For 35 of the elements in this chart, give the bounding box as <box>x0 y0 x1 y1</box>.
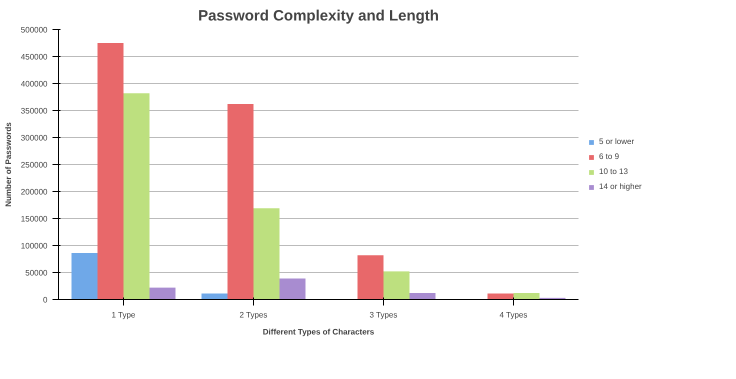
chart-title: Password Complexity and Length <box>198 8 439 24</box>
y-tick-label: 150000 <box>20 214 48 224</box>
bar <box>72 253 98 300</box>
bar <box>488 294 514 300</box>
y-tick-label: 100000 <box>20 242 48 250</box>
bar <box>384 271 410 300</box>
y-tick-label: 450000 <box>20 52 48 62</box>
y-tick-label: 250000 <box>20 160 48 170</box>
legend-label: 6 to 9 <box>599 152 620 161</box>
x-tick-label: 4 Types <box>499 310 528 320</box>
y-tick-label: 300000 <box>20 134 48 142</box>
y-tick-label: 200000 <box>20 188 48 196</box>
bar <box>202 294 228 300</box>
x-axis-title: Different Types of Characters <box>262 328 375 336</box>
y-axis-title: Number of Passwords <box>4 122 13 207</box>
legend-label: 14 or higher <box>599 182 642 191</box>
bar <box>410 293 436 300</box>
bar <box>514 293 540 300</box>
bar <box>228 104 254 300</box>
bar <box>358 255 384 300</box>
y-tick-label: 0 <box>43 296 48 304</box>
legend-label: 5 or lower <box>599 137 634 146</box>
y-tick-label: 50000 <box>25 268 48 278</box>
bar <box>254 208 280 300</box>
x-tick-label: 3 Types <box>369 310 398 320</box>
x-tick-label: 2 Types <box>239 310 268 320</box>
bar <box>98 43 124 300</box>
bar <box>150 288 176 300</box>
y-tick-label: 400000 <box>20 80 48 88</box>
bar <box>124 93 150 300</box>
legend-label: 10 to 13 <box>599 167 628 176</box>
bar <box>280 278 306 300</box>
y-tick-label: 500000 <box>20 26 48 34</box>
x-tick-label: 1 Type <box>111 310 136 320</box>
y-tick-label: 350000 <box>20 106 48 116</box>
